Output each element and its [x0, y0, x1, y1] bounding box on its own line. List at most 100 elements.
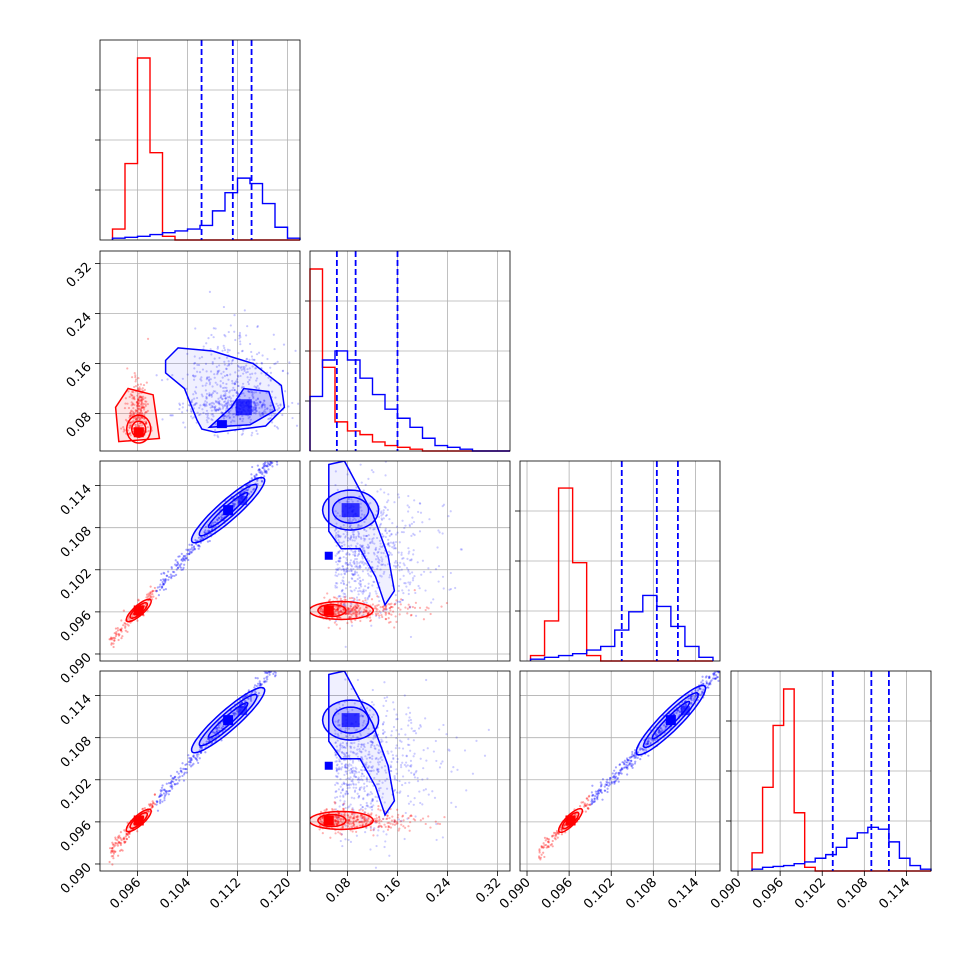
blue-scatter-point [255, 399, 258, 402]
blue-scatter-point [255, 684, 258, 688]
blue-scatter-point [172, 780, 175, 783]
blue-scatter-point [379, 568, 382, 571]
blue-scatter-point [600, 784, 603, 787]
blue-scatter-point [205, 396, 208, 399]
red-scatter-point [120, 628, 123, 631]
blue-scatter-point [392, 701, 395, 704]
blue-scatter-point [336, 782, 340, 785]
blue-scatter-point [167, 576, 171, 579]
blue-scatter-point [337, 568, 340, 571]
blue-scatter-point [346, 473, 349, 476]
red-scatter-point [130, 401, 133, 404]
red-scatter-point [391, 815, 394, 818]
blue-scatter-point [365, 817, 368, 820]
blue-scatter-point [336, 767, 339, 771]
blue-scatter-point [225, 402, 228, 405]
blue-scatter-point [487, 728, 490, 731]
red-scatter-point [336, 609, 339, 612]
blue-scatter-point [216, 518, 219, 521]
red-scatter-point [119, 831, 123, 834]
blue-scatter-point [591, 784, 594, 787]
blue-scatter-point [361, 769, 364, 772]
blue-scatter-point [186, 409, 189, 412]
blue-scatter-point [334, 582, 338, 585]
blue-scatter-point [362, 787, 366, 791]
blue-scatter-point [413, 575, 416, 578]
blue-scatter-point [369, 791, 372, 794]
red-scatter-point [347, 607, 350, 611]
blue-scatter-point [427, 793, 430, 796]
blue-scatter-point [353, 770, 356, 773]
red-scatter-point [443, 816, 446, 819]
blue-scatter-point [180, 568, 183, 571]
blue-scatter-point [353, 539, 356, 542]
blue-scatter-point [364, 749, 367, 752]
red-scatter-point [134, 385, 138, 388]
blue-scatter-point [404, 524, 407, 527]
blue-scatter-point [344, 792, 347, 795]
blue-scatter-point [383, 801, 386, 804]
blue-scatter-point [334, 775, 338, 778]
red-scatter-point [335, 623, 338, 626]
blue-scatter-point [383, 570, 386, 573]
blue-scatter-point [698, 687, 701, 690]
red-scatter-point [140, 400, 143, 403]
red-scatter-point [147, 592, 150, 595]
red-scatter-point [388, 817, 391, 820]
blue-scatter-point [258, 383, 262, 386]
red-scatter-point [381, 605, 384, 609]
red-scatter-point [346, 825, 350, 828]
red-scatter-point [132, 396, 135, 399]
blue-scatter-point [165, 792, 168, 795]
panel-frame [99, 39, 301, 241]
blue-scatter-point [371, 741, 374, 744]
blue-scatter-point [447, 515, 450, 518]
blue-scatter-point [372, 537, 375, 540]
blue-scatter-point [213, 357, 216, 360]
red-scatter-point [129, 412, 132, 415]
red-scatter-point [336, 822, 339, 825]
blue-scatter-point [277, 662, 279, 664]
red-scatter-point [364, 819, 367, 823]
red-scatter-point [111, 843, 115, 846]
blue-scatter-point [344, 763, 348, 766]
blue-scatter-point [395, 768, 398, 771]
blue-scatter-point [363, 520, 366, 524]
red-scatter-point [112, 642, 115, 645]
blue-scatter-point [160, 794, 164, 797]
blue-scatter-point [163, 796, 166, 800]
blue-scatter-point [371, 741, 374, 744]
red-scatter-point [364, 599, 367, 602]
red-scatter-point [395, 820, 399, 824]
blue-scatter-point [155, 589, 159, 592]
red-scatter-point [586, 806, 589, 810]
red-scatter-point [114, 841, 117, 845]
blue-scatter-point [200, 746, 203, 750]
blue-scatter-point [261, 403, 264, 406]
red-scatter-point [390, 613, 393, 616]
red-scatter-point [139, 395, 143, 398]
blue-scatter-point [346, 786, 349, 790]
blue-scatter-point [218, 399, 221, 403]
blue-scatter-point [617, 771, 621, 774]
blue-scatter-point [439, 762, 443, 765]
red-scatter-point [350, 813, 354, 816]
blue-scatter-point [357, 759, 361, 762]
blue-scatter-point [358, 788, 361, 791]
blue-scatter-point [229, 373, 232, 376]
blue-scatter-point [383, 845, 386, 849]
red-scatter-point [145, 422, 148, 426]
red-scatter-point [343, 813, 346, 817]
red-scatter-point [367, 612, 370, 615]
blue-scatter-point [254, 391, 258, 394]
blue-scatter-point [633, 756, 636, 759]
red-scatter-point [119, 629, 122, 632]
blue-scatter-point [358, 587, 361, 590]
blue-scatter-point [359, 525, 362, 528]
red-scatter-point [140, 410, 143, 413]
blue-scatter-point [378, 744, 381, 747]
red-scatter-point [386, 821, 389, 825]
blue-scatter-point [199, 413, 202, 416]
red-scatter-point [124, 625, 127, 628]
blue-scatter-point [224, 392, 227, 395]
